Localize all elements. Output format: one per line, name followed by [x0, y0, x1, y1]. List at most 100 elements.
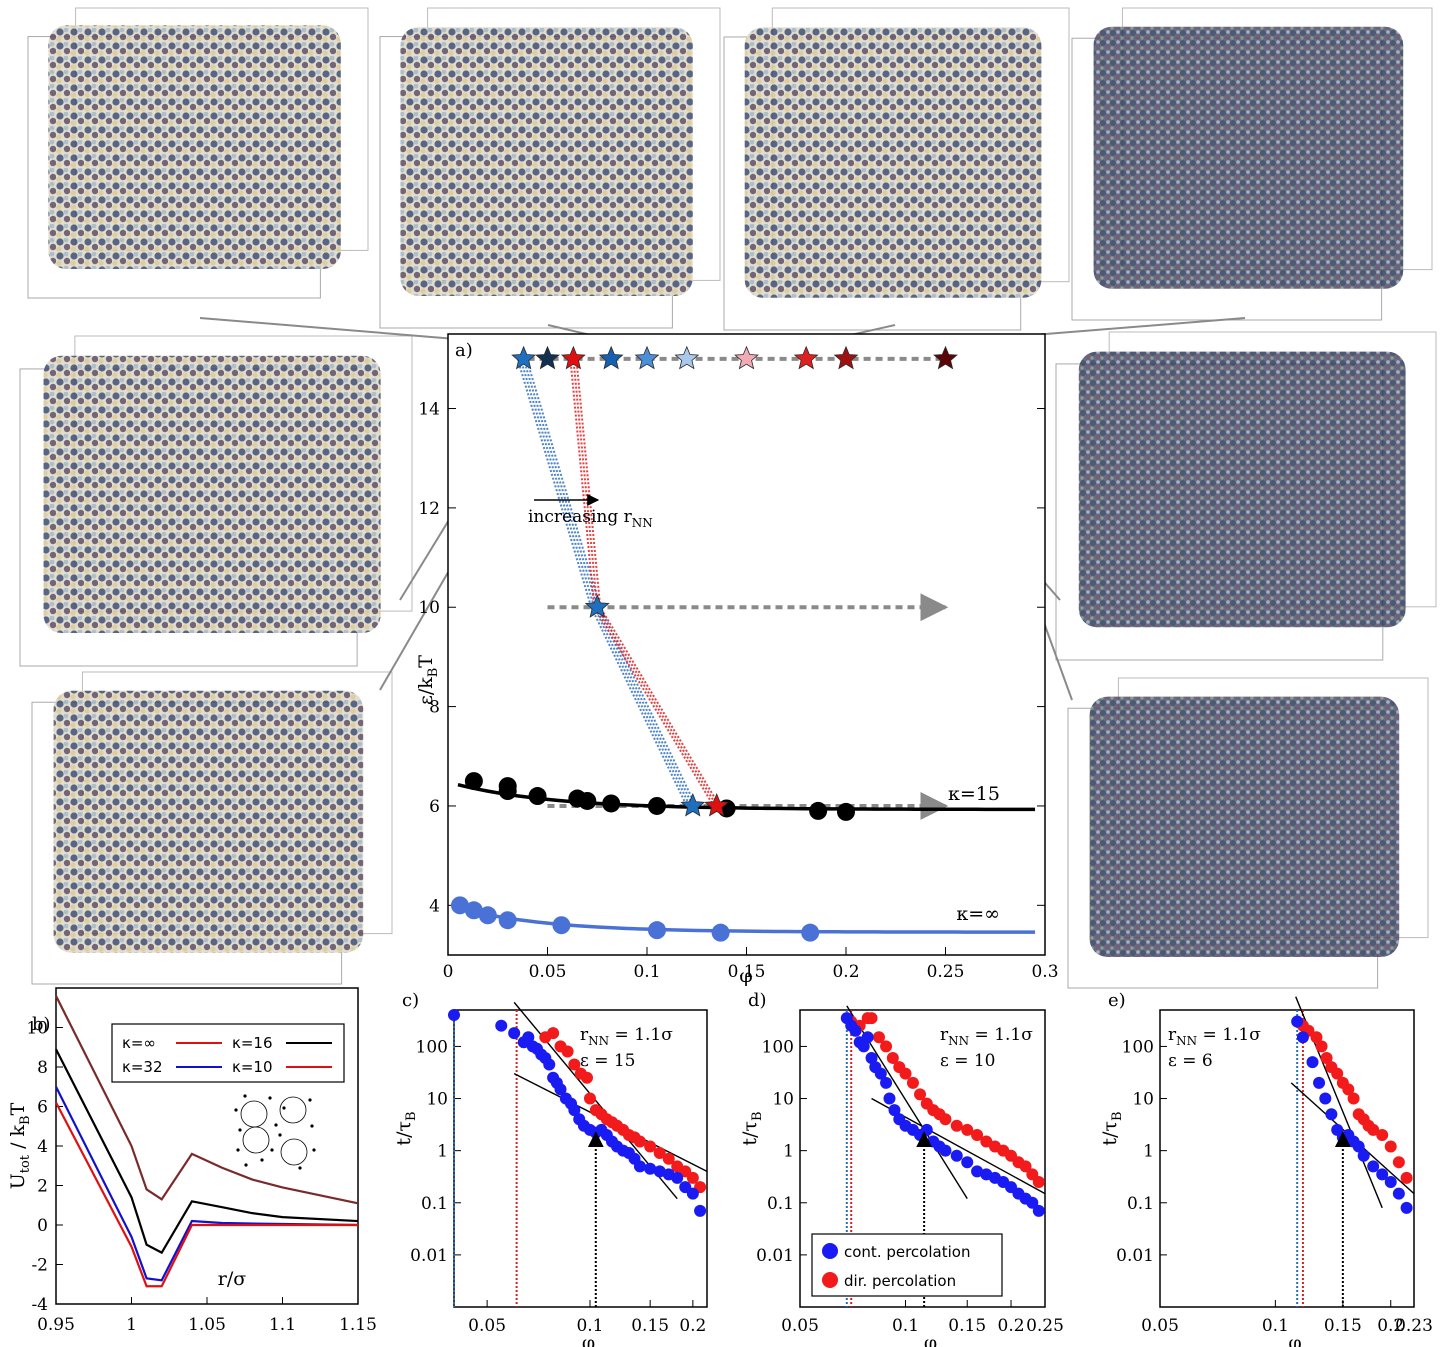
simulation-box-5 — [19, 335, 413, 667]
simulation-snapshots — [19, 7, 1437, 989]
panel-a-frame — [447, 333, 1046, 956]
x-tick-label: 0.15 — [948, 1316, 986, 1336]
star-marker — [674, 345, 700, 370]
data-point — [464, 772, 483, 791]
x-tick-label: 0.2 — [998, 1316, 1025, 1336]
data-point — [837, 802, 855, 821]
data-point — [809, 801, 828, 820]
particle-cloud — [400, 27, 693, 296]
data-point — [711, 923, 730, 942]
data-point — [528, 787, 547, 806]
legend-dir: dir. percolation — [844, 1272, 956, 1290]
blue-point — [1392, 1187, 1405, 1200]
red-point — [971, 1128, 984, 1141]
blue-point — [694, 1204, 707, 1217]
y-tick-label: 0.1 — [767, 1194, 794, 1214]
red-point — [980, 1135, 993, 1148]
small-particle — [310, 1124, 314, 1128]
red-point — [1376, 1128, 1389, 1141]
red-point — [662, 1152, 675, 1165]
y-axis-label: Utot / kBT — [7, 1102, 33, 1189]
curve-label-kinf: κ=∞ — [956, 903, 1000, 925]
star-marker — [734, 345, 759, 370]
y-tick-label: 2 — [37, 1177, 48, 1197]
small-particle — [238, 1128, 242, 1132]
red-point — [1392, 1156, 1405, 1169]
data-point — [647, 796, 666, 815]
small-particle — [298, 1166, 302, 1170]
simulation-box-4 — [1071, 7, 1433, 321]
legend-entry: κ=10 — [232, 1058, 273, 1076]
particle-cloud — [53, 690, 364, 953]
x-tick-label: 0.2 — [1377, 1316, 1404, 1336]
blue-point — [633, 1160, 646, 1173]
particle-cloud — [48, 25, 341, 270]
red-point — [1384, 1140, 1397, 1153]
panel-c: 0.05 0.1 0.15 0.2 0.01 0.1 1 10 100 φ t/τB c) rNN = … — [393, 990, 708, 1347]
blue-point — [568, 1104, 581, 1117]
data-point — [801, 923, 820, 942]
blue-point — [1313, 1076, 1326, 1089]
blue-point — [1296, 1031, 1309, 1044]
blue-point — [1306, 1056, 1319, 1069]
x-tick-label: 1.1 — [269, 1315, 296, 1335]
x-tick-label: 0.23 — [1395, 1316, 1433, 1336]
small-particle — [244, 1163, 248, 1167]
blue-point — [448, 1009, 460, 1022]
x-tick-label: 0.1 — [892, 1316, 919, 1336]
data-point — [450, 896, 469, 915]
red-point — [568, 1058, 581, 1071]
red-point — [583, 1092, 596, 1105]
y-tick-label: 0 — [37, 1216, 48, 1236]
y-tick-label: 8 — [37, 1058, 48, 1078]
y-tick-label: 100 — [762, 1037, 794, 1057]
panel-a: 0 0.05 0.1 0.15 0.2 0.25 0.3 4 6 8 10 12 14 φ ε/kBT a) κ… — [415, 333, 1059, 987]
red-point — [644, 1140, 657, 1153]
small-particle — [268, 1096, 272, 1100]
star-marker — [933, 345, 958, 370]
x-tick-label: 0 — [443, 962, 454, 982]
blue-point — [495, 1019, 508, 1032]
percolation-legend: cont. percolation dir. percolation — [811, 1233, 1003, 1297]
legend-entry: κ=∞ — [122, 1034, 156, 1052]
star-marker — [680, 792, 706, 817]
potential-curve — [55, 1048, 359, 1255]
blue-point — [671, 1171, 684, 1184]
small-particle — [260, 1158, 264, 1162]
x-tick-label: 1.05 — [188, 1315, 226, 1335]
red-point — [1019, 1160, 1032, 1173]
legend-box — [111, 1023, 345, 1083]
x-axis-label: φ — [739, 965, 752, 987]
red-point — [939, 1113, 952, 1126]
legend-cont: cont. percolation — [844, 1243, 970, 1261]
simulation-box-3 — [723, 7, 1070, 331]
blue-point — [939, 1144, 952, 1157]
data-point — [578, 791, 597, 810]
note-rnn: rNN = 1.1σ — [940, 1025, 1033, 1048]
red-point — [865, 1012, 878, 1025]
potential-curve — [55, 995, 359, 1205]
red-point — [961, 1123, 974, 1136]
y-tick-label: 8 — [429, 698, 440, 718]
star-marker — [561, 345, 586, 370]
blue-point — [1400, 1201, 1413, 1214]
y-tick-label: -4 — [31, 1295, 48, 1315]
panelE-letter: e) — [1108, 990, 1126, 1011]
star-marker — [833, 345, 859, 370]
red-point — [872, 1031, 885, 1044]
panelD-letter: d) — [748, 990, 767, 1011]
red-point — [633, 1135, 646, 1148]
x-tick-label: 0.95 — [37, 1315, 75, 1335]
blue-point — [1367, 1160, 1380, 1173]
x-tick-label: 0.1 — [576, 1316, 603, 1336]
y-tick-label: 10 — [772, 1090, 794, 1110]
particle-cloud — [43, 355, 381, 633]
red-point — [880, 1040, 893, 1053]
legend-blue-dot — [822, 1243, 838, 1259]
x-tick-label: 0.2 — [679, 1316, 706, 1336]
x-axis-label: r/σ — [218, 1268, 246, 1290]
x-axis-label: φ — [924, 1332, 937, 1347]
data-point — [464, 901, 483, 920]
blue-point — [1026, 1196, 1039, 1209]
